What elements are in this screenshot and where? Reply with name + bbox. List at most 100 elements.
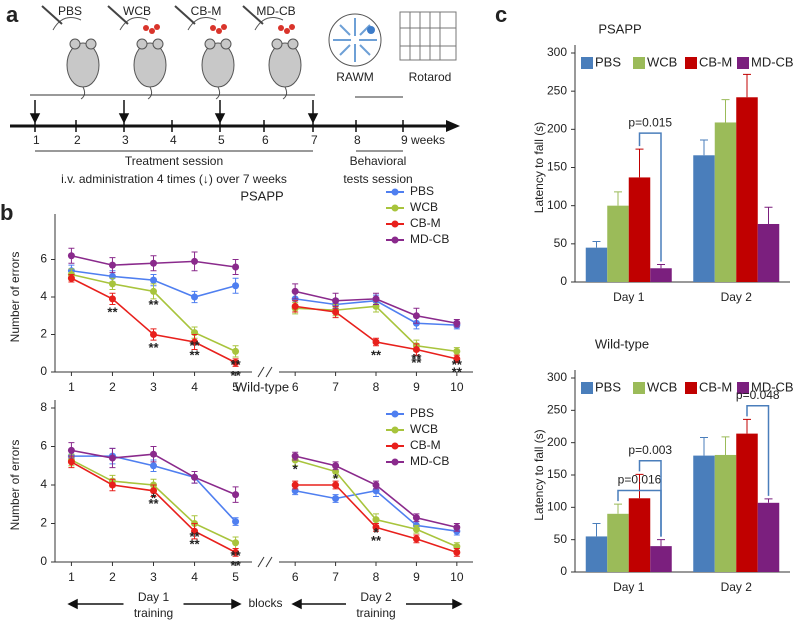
point [150,259,157,267]
x-tick-label: Day 2 [721,580,753,594]
test-label: RAWM [336,70,374,84]
chart-title: PSAPP [240,188,283,203]
point [372,523,380,531]
week-label: 7 [311,133,318,147]
y-tick-label: 250 [547,83,567,97]
legend-swatch [391,426,399,434]
chart-title: Wild-type [595,336,649,351]
significance: ** [411,351,422,366]
bar [650,268,672,282]
x-tick-label: 8 [373,570,380,584]
bar [714,122,737,282]
x-tick-label: 2 [109,570,116,584]
x-tick-label: Day 1 [613,290,645,304]
point [232,548,240,556]
point [453,355,461,363]
point [291,287,299,295]
y-axis-label: Latency to fall (s) [532,122,546,213]
group-label: training [134,606,173,620]
significance: ** [231,368,242,383]
bar [628,177,651,282]
bar [736,433,758,572]
error-bar [700,139,708,156]
point [232,518,240,526]
point [372,295,380,303]
panel-label: b [0,200,13,225]
behavioral-label: Behavioral [350,154,407,168]
point [232,282,240,290]
panel-label: c [495,2,507,27]
legend-label: WCB [410,422,438,436]
point [191,257,199,265]
bar [585,536,608,572]
y-axis-label: Number of errors [8,252,22,343]
week-label: 5 [218,133,225,147]
error-bar [743,418,751,434]
point [453,548,461,556]
week-label: 9 weeks [401,133,445,147]
legend-swatch [391,410,399,418]
error-bar [764,206,773,224]
point [232,359,240,367]
point [332,462,340,470]
legend-label: CB-M [410,216,441,230]
chart-title: Wild-type [235,379,289,394]
point [232,347,240,355]
point [67,252,75,260]
bar [693,455,715,572]
y-tick-label: 50 [554,532,568,546]
y-tick-label: 6 [40,252,47,266]
point [108,481,116,489]
significance: * [151,490,157,505]
bar [585,247,608,282]
legend-label: PBS [595,379,621,394]
y-tick-label: 150 [547,467,567,481]
y-axis-label: Number of errors [8,440,22,531]
legend-swatch [685,57,697,69]
point [291,481,299,489]
legend-label: WCB [647,379,677,394]
point [191,527,199,535]
group-label: MD-CB [256,4,295,18]
week-label: 2 [74,133,81,147]
x-tick-label: 7 [332,570,339,584]
panel-label: a [6,2,19,27]
significance: ** [189,529,200,544]
p-value: p=0.003 [628,443,672,457]
point [191,293,199,301]
legend-label: CB-M [699,54,732,69]
legend-label: CB-M [699,379,732,394]
y-tick-label: 0 [40,364,47,378]
week-label: 3 [122,133,129,147]
error-bar [657,263,665,269]
significance: ** [107,304,118,319]
y-tick-label: 300 [547,45,567,59]
point [332,494,340,502]
group-label: Day 2 [360,590,392,604]
x-tick-label: 6 [292,380,299,394]
y-tick-label: 200 [547,122,567,136]
legend-swatch [391,220,399,228]
error-bar [657,539,665,547]
bar [757,223,780,282]
y-tick-label: 6 [40,439,47,453]
error-bar [635,473,644,499]
bar [607,205,629,282]
y-tick-label: 2 [40,327,47,341]
legend-swatch [737,382,749,394]
point [453,347,461,355]
point [372,481,380,489]
treatment-label: Treatment session [125,154,223,168]
error-bar [614,191,622,206]
legend-label: WCB [647,54,677,69]
x-tick-label: 6 [292,570,299,584]
point [150,487,157,495]
point [412,346,420,353]
point [108,454,116,462]
error-bar [614,503,622,514]
legend-swatch [633,57,645,69]
legend-label: MD-CB [751,379,794,394]
error-bar [764,498,773,503]
y-axis-label: Latency to fall (s) [532,429,546,520]
x-tick-label: 10 [450,380,464,394]
